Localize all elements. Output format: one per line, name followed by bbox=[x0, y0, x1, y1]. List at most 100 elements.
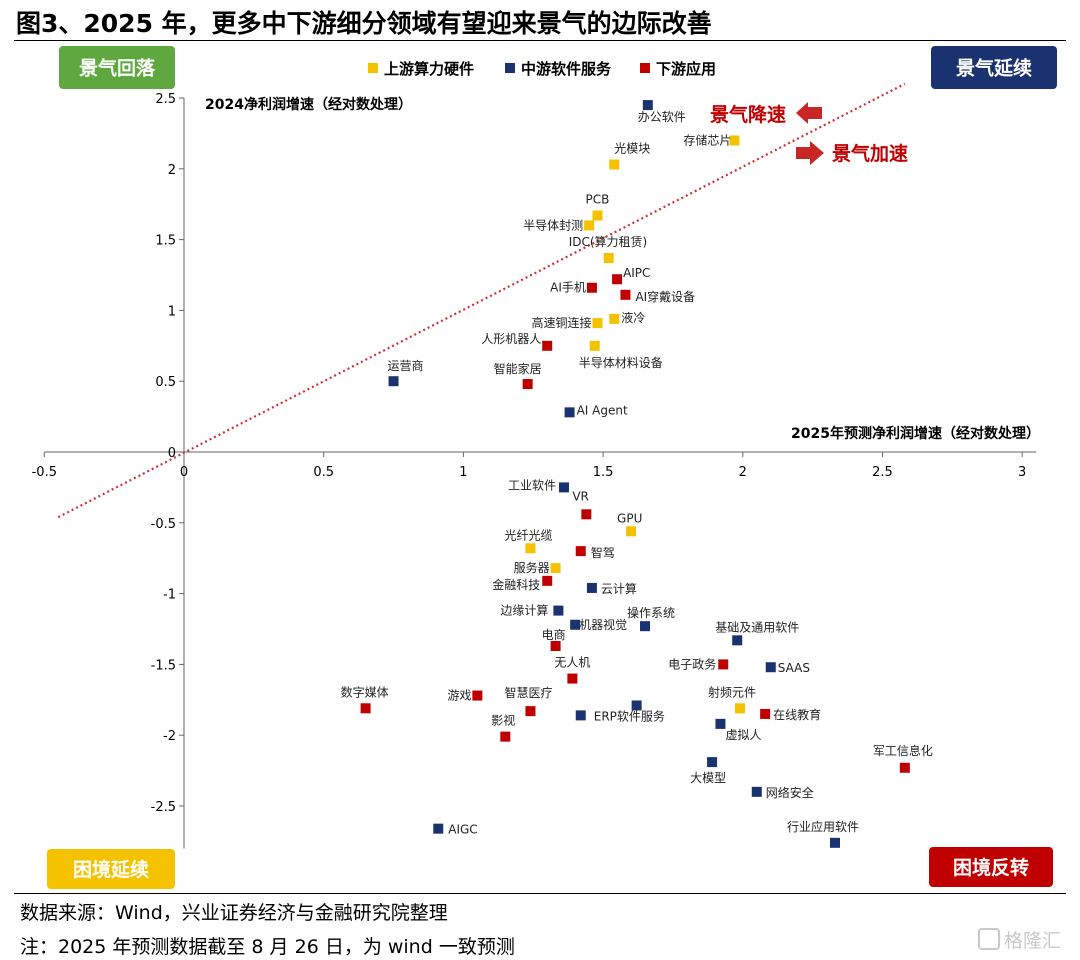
data-point bbox=[765, 662, 776, 673]
data-point-label: 服务器 bbox=[514, 560, 550, 575]
footnote-text: 注：2025 年预测数据截至 8 月 26 日，为 wind 一致预测 bbox=[20, 936, 515, 958]
x-tick-label: 1 bbox=[459, 465, 467, 480]
data-point bbox=[525, 706, 536, 717]
data-point bbox=[550, 640, 561, 651]
y-tick-label: -2 bbox=[163, 729, 176, 744]
data-point bbox=[592, 318, 603, 329]
annotation-acceleration: 景气加速 bbox=[832, 142, 908, 165]
data-point-label: 液冷 bbox=[621, 310, 645, 325]
data-point-label: 电子政务 bbox=[668, 656, 716, 671]
data-point bbox=[612, 274, 623, 285]
footer-divider bbox=[14, 893, 1066, 894]
data-point bbox=[542, 575, 553, 586]
watermark: 格隆汇 bbox=[978, 926, 1061, 953]
y-tick-label: 0.5 bbox=[155, 375, 176, 390]
quadrant-badge-bottom-right bbox=[929, 847, 1053, 887]
data-point-label: 无人机 bbox=[554, 656, 590, 670]
data-point bbox=[433, 823, 444, 834]
data-point-label: 云计算 bbox=[601, 581, 637, 596]
data-point bbox=[500, 731, 511, 742]
data-point bbox=[553, 605, 564, 616]
data-point-label: IDC(算力租赁) bbox=[569, 234, 648, 249]
data-point bbox=[542, 340, 553, 351]
data-point bbox=[609, 159, 620, 170]
quadrant-badge-bottom-left bbox=[47, 849, 175, 889]
data-point-label: AIGC bbox=[448, 823, 477, 837]
data-point-label: PCB bbox=[586, 193, 610, 207]
y-tick-label: 2.5 bbox=[155, 92, 176, 107]
legend-marker bbox=[368, 63, 378, 73]
data-point-label: 游戏 bbox=[447, 689, 471, 703]
data-point-label: 智能家居 bbox=[494, 361, 542, 376]
data-point-label: 工业软件 bbox=[508, 478, 556, 492]
data-point bbox=[715, 718, 726, 729]
quadrant-label-bottom-right: 困境反转 bbox=[953, 856, 1029, 879]
data-point-label: AIPC bbox=[623, 266, 650, 280]
data-point-label: 军工信息化 bbox=[873, 743, 933, 758]
watermark-logo-icon bbox=[978, 928, 1000, 950]
legend-label: 下游应用 bbox=[656, 60, 716, 78]
legend-marker bbox=[505, 63, 515, 73]
data-point-label: AI穿戴设备 bbox=[635, 289, 695, 304]
data-point-label: 存储芯片 bbox=[683, 132, 731, 147]
legend-label: 上游算力硬件 bbox=[384, 60, 474, 78]
data-point-label: 操作系统 bbox=[627, 605, 675, 620]
data-point-label: 半导体材料设备 bbox=[579, 356, 663, 370]
data-point bbox=[718, 659, 729, 670]
data-point bbox=[735, 703, 746, 714]
data-point-label: 光纤光缆 bbox=[504, 528, 552, 542]
data-point-label: 光模块 bbox=[614, 142, 650, 156]
data-source-text: 数据来源：Wind，兴业证券经济与金融研究院整理 bbox=[20, 902, 448, 924]
data-point bbox=[626, 526, 637, 537]
x-tick-label: 0.5 bbox=[313, 465, 334, 480]
data-point-label: 人形机器人 bbox=[481, 332, 541, 346]
data-point bbox=[586, 282, 597, 293]
data-point-label: 行业应用软件 bbox=[787, 819, 859, 834]
data-point bbox=[609, 313, 620, 324]
y-tick-label: -2.5 bbox=[151, 800, 176, 815]
data-point bbox=[581, 509, 592, 520]
data-point-label: 基础及通用软件 bbox=[715, 620, 799, 634]
y-tick-label: 1.5 bbox=[155, 234, 176, 249]
y-tick-label: 1 bbox=[168, 304, 176, 319]
x-tick-label: 2.5 bbox=[872, 465, 893, 480]
x-tick-label: 3 bbox=[1018, 465, 1026, 480]
data-point bbox=[642, 100, 653, 111]
quadrant-label-top-left: 景气回落 bbox=[79, 57, 156, 80]
data-point bbox=[550, 563, 561, 574]
data-point bbox=[564, 407, 575, 418]
data-point bbox=[760, 708, 771, 719]
quadrant-label-bottom-left: 困境延续 bbox=[73, 858, 149, 881]
data-point bbox=[620, 289, 631, 300]
quadrant-label-top-right: 景气延续 bbox=[956, 57, 1032, 80]
x-tick-label: -0.5 bbox=[32, 465, 57, 480]
data-point-label: 智驾 bbox=[591, 545, 615, 560]
data-point bbox=[472, 690, 483, 701]
data-point bbox=[584, 220, 595, 231]
data-point-label: 在线教育 bbox=[773, 707, 821, 722]
data-point-label: GPU bbox=[617, 511, 642, 525]
title-divider bbox=[14, 40, 1066, 41]
legend-marker bbox=[640, 63, 650, 73]
data-point bbox=[707, 757, 718, 768]
data-point bbox=[586, 582, 597, 593]
quadrant-badge-top-right bbox=[931, 46, 1057, 89]
data-point bbox=[558, 482, 569, 493]
y-tick-label: -1 bbox=[163, 588, 176, 603]
data-point bbox=[575, 710, 586, 721]
data-point bbox=[570, 619, 581, 630]
data-point-label: VR bbox=[572, 489, 589, 503]
x-tick-label: 1.5 bbox=[593, 465, 614, 480]
data-point bbox=[631, 700, 642, 711]
data-point-label: ERP软件服务 bbox=[594, 708, 665, 723]
data-point-label: 运营商 bbox=[388, 358, 424, 373]
data-point bbox=[899, 762, 910, 773]
data-point bbox=[640, 621, 651, 632]
annotation-slowdown: 景气降速 bbox=[710, 103, 786, 126]
data-point bbox=[360, 703, 371, 714]
y-axis-title: 2024净利润增速（经对数处理） bbox=[205, 96, 412, 113]
x-tick-label: 2 bbox=[739, 465, 747, 480]
data-point-label: 机器视觉 bbox=[579, 617, 627, 632]
data-point-label: 金融科技 bbox=[492, 577, 540, 592]
data-point-label: 射频元件 bbox=[708, 684, 756, 699]
